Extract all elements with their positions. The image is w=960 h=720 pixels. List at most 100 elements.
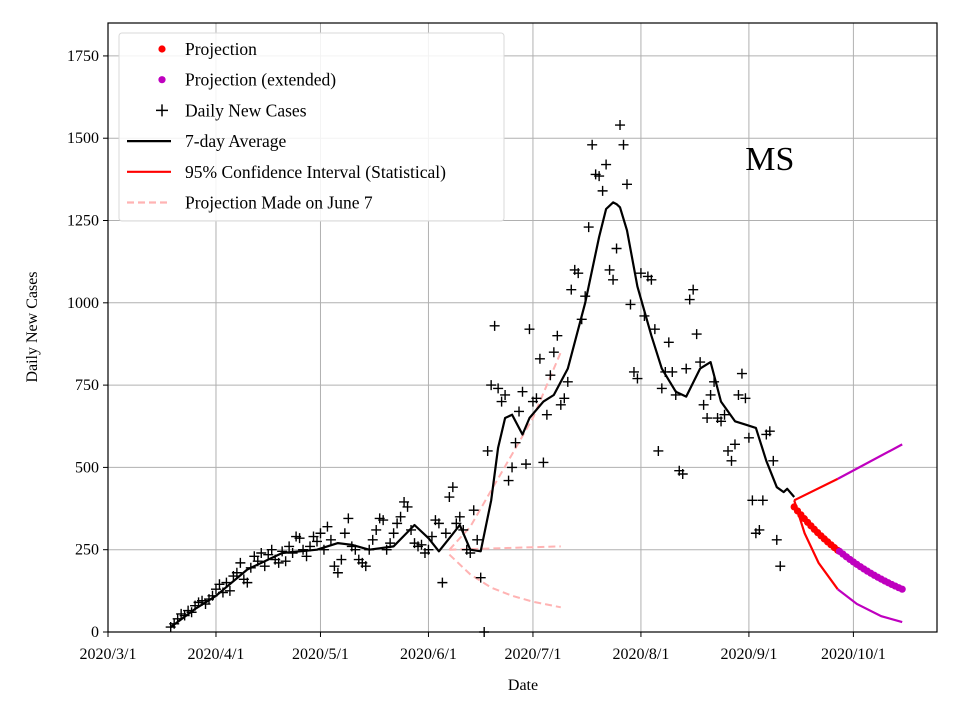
- daily-case-point: [336, 554, 347, 565]
- daily-case-point: [325, 534, 336, 545]
- y-tick-label: 1750: [67, 48, 99, 65]
- daily-case-point: [531, 393, 542, 404]
- daily-case-point: [315, 528, 326, 539]
- legend: Projection Projection (extended) Daily New…: [118, 32, 505, 222]
- daily-case-point: [559, 393, 570, 404]
- daily-case-point: [273, 557, 284, 568]
- daily-case-point: [371, 524, 382, 535]
- y-tick-label: 0: [91, 624, 99, 641]
- state-annotation: MS: [745, 141, 794, 178]
- x-tick-label: 2020/6/1: [400, 646, 457, 663]
- daily-case-point: [311, 536, 322, 547]
- daily-case-point: [500, 389, 511, 400]
- daily-case-point: [256, 547, 267, 558]
- daily-case-point: [266, 544, 277, 555]
- daily-case-point: [360, 561, 371, 572]
- daily-case-point: [677, 468, 688, 479]
- daily-case-point: [757, 495, 768, 506]
- daily-case-point: [454, 511, 465, 522]
- daily-case-point: [214, 579, 225, 590]
- daily-case-point: [719, 409, 730, 420]
- daily-case-point: [702, 413, 713, 424]
- seven-day-average-line: [170, 201, 796, 628]
- x-tick-label: 2020/5/1: [292, 646, 349, 663]
- daily-case-point: [573, 268, 584, 279]
- daily-case-point: [601, 159, 612, 170]
- daily-case-point: [224, 585, 235, 596]
- daily-case-point: [747, 495, 758, 506]
- daily-case-point: [743, 432, 754, 443]
- june7-projection-upper: [448, 351, 562, 551]
- y-tick-label: 1250: [67, 213, 99, 230]
- daily-case-point: [635, 268, 646, 279]
- daily-case-point: [705, 389, 716, 400]
- daily-case-point: [339, 528, 350, 539]
- legend-label: Projection Made on June 7: [185, 193, 373, 213]
- daily-case-point: [284, 541, 295, 552]
- legend-label: Projection (extended): [185, 70, 336, 90]
- daily-case-point: [740, 393, 751, 404]
- june7-projection-center: [449, 545, 561, 551]
- daily-case-point: [280, 556, 291, 567]
- daily-case-point: [444, 492, 455, 503]
- daily-case-point: [562, 376, 573, 387]
- daily-case-point: [520, 459, 531, 470]
- daily-case-point: [392, 518, 403, 529]
- daily-case-point: [332, 567, 343, 578]
- daily-case-point: [423, 544, 434, 555]
- daily-case-point: [608, 274, 619, 285]
- y-axis-label: Daily New Cases: [24, 271, 41, 382]
- daily-case-point: [632, 373, 643, 384]
- y-tick-label: 250: [75, 542, 99, 559]
- daily-case-point: [514, 406, 525, 417]
- daily-case-point: [301, 551, 312, 562]
- axis-ticks: 2020/3/1 2020/4/1 2020/5/1 2020/6/1 2020/7/1…: [67, 48, 886, 663]
- daily-case-point: [698, 399, 709, 410]
- daily-case-point: [649, 324, 660, 335]
- x-tick-label: 2020/7/1: [505, 646, 562, 663]
- plot-frame: [107, 22, 938, 633]
- daily-case-point: [426, 531, 437, 542]
- daily-case-point: [517, 386, 528, 397]
- daily-case-point: [503, 475, 514, 486]
- x-tick-label: 2020/3/1: [80, 646, 137, 663]
- daily-case-point: [277, 546, 288, 557]
- projection-extended-point: [898, 585, 906, 593]
- daily-case-point: [242, 577, 253, 588]
- legend-label: Projection: [185, 39, 257, 59]
- daily-case-point: [538, 457, 549, 468]
- ci-lower-extended-line: [837, 588, 903, 624]
- daily-case-point: [472, 534, 483, 545]
- daily-case-point: [736, 368, 747, 379]
- daily-case-point: [496, 396, 507, 407]
- daily-case-point: [486, 380, 497, 391]
- daily-case-point: [378, 515, 389, 526]
- daily-case-point: [681, 363, 692, 374]
- daily-case-point: [524, 324, 535, 335]
- daily-case-point: [688, 284, 699, 295]
- daily-case-point: [541, 409, 552, 420]
- daily-case-point: [723, 445, 734, 456]
- daily-case-point: [775, 561, 786, 572]
- ci-upper-line: [793, 477, 839, 502]
- legend-label: 7-day Average: [185, 131, 286, 151]
- daily-case-point: [548, 347, 559, 358]
- daily-case-point: [656, 383, 667, 394]
- daily-case-point: [754, 524, 765, 535]
- x-axis-label: Date: [508, 677, 538, 694]
- daily-case-point: [594, 171, 605, 182]
- daily-case-point: [482, 445, 493, 456]
- daily-case-point: [402, 501, 413, 512]
- daily-case-point: [691, 329, 702, 340]
- daily-case-point: [440, 528, 451, 539]
- daily-case-point: [667, 366, 678, 377]
- daily-case-point: [726, 455, 737, 466]
- legend-label: 95% Confidence Interval (Statistical): [185, 162, 446, 182]
- x-tick-label: 2020/8/1: [612, 646, 669, 663]
- daily-case-point: [625, 299, 636, 310]
- daily-case-point: [451, 518, 462, 529]
- grid: [107, 23, 937, 633]
- x-tick-label: 2020/4/1: [188, 646, 245, 663]
- legend-dot-icon: [158, 45, 166, 53]
